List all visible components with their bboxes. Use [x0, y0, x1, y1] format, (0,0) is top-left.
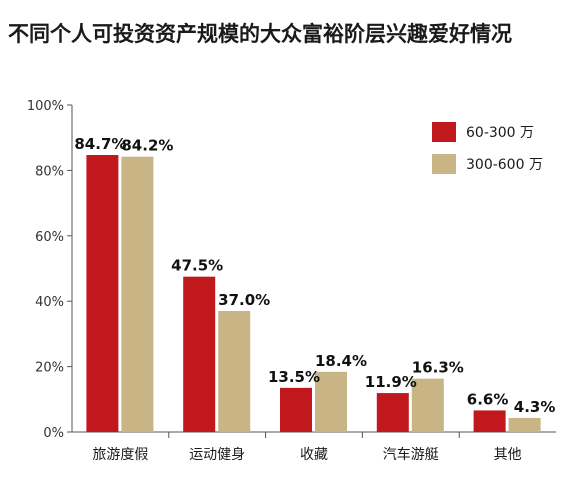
data-label: 4.3%: [514, 398, 556, 416]
bar: [508, 417, 541, 432]
bar: [280, 387, 312, 432]
y-tick-label: 20%: [35, 361, 64, 376]
y-tick-label: 0%: [43, 426, 64, 441]
bar: [121, 156, 154, 432]
x-category-label: 旅游度假: [92, 447, 148, 463]
data-label: 18.4%: [315, 352, 367, 370]
y-tick-label: 80%: [35, 164, 64, 179]
data-label: 47.5%: [171, 257, 223, 275]
data-label: 16.3%: [412, 359, 464, 377]
bar: [411, 378, 444, 432]
y-tick-label: 60%: [35, 230, 64, 245]
bar: [218, 311, 251, 432]
data-labels: 84.7% 47.5% 13.5% 11.9% 6.6% 84.2% 37.0% 18.4% 1…: [74, 135, 555, 416]
bars: [86, 155, 541, 432]
data-label: 37.0%: [218, 291, 270, 309]
x-category-label: 运动健身: [189, 447, 245, 463]
data-label: 84.7%: [74, 135, 126, 153]
legend-label: 60-300 万: [466, 125, 534, 141]
legend-label: 300-600 万: [466, 157, 543, 173]
x-category-label: 收藏: [300, 447, 328, 463]
data-label: 13.5%: [268, 368, 320, 386]
data-label: 11.9%: [365, 373, 417, 391]
legend-swatch: [432, 154, 456, 174]
legend-swatch: [432, 122, 456, 142]
x-category-label: 汽车游艇: [383, 446, 439, 463]
y-tick-label: 40%: [35, 295, 64, 310]
chart-title: 不同个人可投资资产规模的大众富裕阶层兴趣爱好情况: [8, 22, 512, 46]
data-label: 84.2%: [121, 137, 173, 155]
axes: 0% 20% 40% 60% 80% 100% 旅游度假 运动健身 收藏 汽车游艇 其他: [27, 99, 556, 463]
bar: [473, 410, 506, 432]
data-label: 6.6%: [467, 390, 509, 408]
legend: 60-300 万 300-600 万: [432, 122, 543, 174]
bar: [86, 155, 119, 432]
bar: [376, 393, 409, 432]
bar: [183, 276, 216, 432]
bar: [315, 371, 347, 432]
y-tick-label: 100%: [27, 99, 64, 114]
x-category-label: 其他: [494, 447, 522, 463]
